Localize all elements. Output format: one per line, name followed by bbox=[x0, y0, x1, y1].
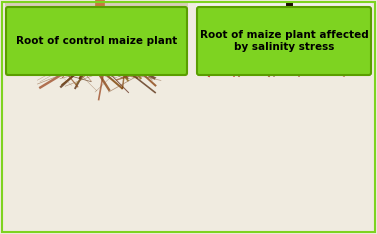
Bar bbox=[5, 2, 188, 16]
Bar bbox=[196, 2, 372, 76]
FancyBboxPatch shape bbox=[6, 7, 187, 75]
Ellipse shape bbox=[279, 23, 299, 35]
Bar bbox=[196, 2, 372, 8]
Polygon shape bbox=[40, 19, 155, 76]
Bar bbox=[5, 2, 188, 8]
FancyBboxPatch shape bbox=[197, 7, 371, 75]
Text: Root of control maize plant: Root of control maize plant bbox=[16, 36, 177, 46]
Bar bbox=[5, 2, 188, 76]
Text: Root of maize plant affected
by salinity stress: Root of maize plant affected by salinity… bbox=[200, 30, 368, 52]
